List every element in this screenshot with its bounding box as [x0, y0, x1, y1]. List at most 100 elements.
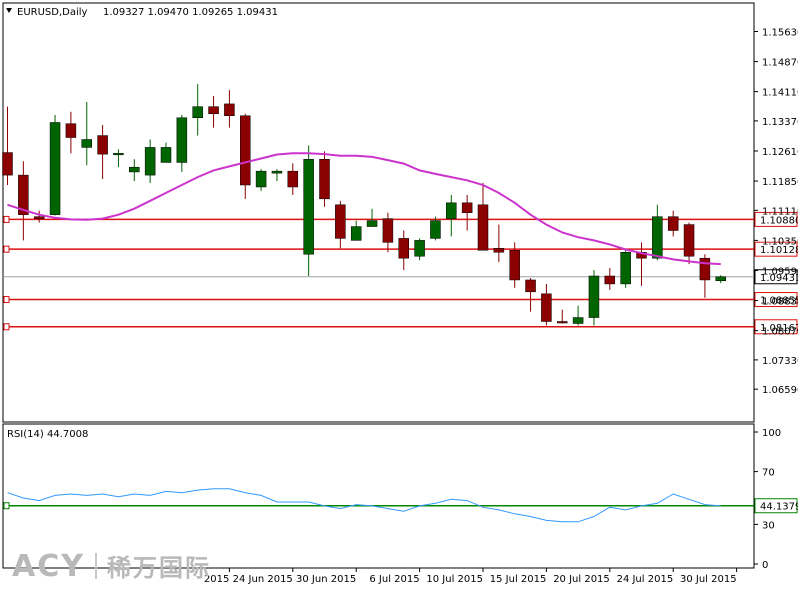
x-tick-label: 20 Jul 2015 [553, 574, 610, 585]
level-price-label: 1.10880 [760, 215, 798, 226]
bear-candle[interactable] [604, 275, 616, 285]
x-tick-label: 15 Jul 2015 [490, 574, 547, 585]
bear-candle[interactable] [398, 238, 409, 259]
current-price-box [754, 269, 798, 285]
chart-ohlc: 1.09327 1.09470 1.09265 1.09431 [103, 7, 278, 18]
rsi-title: RSI(14) 44.7008 [7, 429, 88, 440]
bear-candle[interactable] [224, 103, 235, 117]
bear-candle[interactable] [97, 135, 108, 155]
bear-candle[interactable] [477, 204, 489, 251]
bull-candle[interactable] [255, 170, 267, 188]
level-price-label: 1.08855 [760, 296, 798, 307]
bear-candle[interactable] [461, 202, 473, 213]
y-tick-label: 1.10350 [762, 236, 798, 247]
bull-candle[interactable] [49, 122, 61, 215]
bear-candle[interactable] [33, 216, 45, 219]
level-handle[interactable] [3, 215, 10, 223]
y-tick-label: 1.07330 [762, 356, 798, 367]
bull-candle[interactable] [303, 159, 314, 255]
rsi-tick-label: 70 [762, 468, 775, 479]
logo-divider [94, 553, 97, 579]
bear-candle[interactable] [683, 224, 695, 257]
bull-candle[interactable] [192, 106, 203, 118]
bear-candle[interactable] [18, 174, 29, 215]
bull-candle[interactable] [144, 147, 156, 176]
bull-candle[interactable] [430, 220, 441, 239]
bear-candle[interactable] [335, 204, 346, 239]
y-tick-label: 1.11850 [762, 177, 798, 188]
y-tick-label: 1.14110 [762, 88, 798, 99]
bull-candle[interactable] [81, 139, 92, 148]
current-price-label: 1.09431 [760, 273, 798, 284]
bull-candle[interactable] [715, 276, 726, 282]
bear-candle[interactable] [65, 123, 77, 138]
bull-candle[interactable] [446, 202, 457, 219]
y-tick-label: 1.12610 [762, 147, 798, 158]
bear-candle[interactable] [699, 257, 711, 281]
bear-candle[interactable] [240, 115, 251, 186]
level-handle[interactable] [3, 323, 10, 331]
x-tick-label: 30 Jun 2015 [296, 574, 356, 585]
bear-candle[interactable] [667, 216, 679, 231]
y-tick-label: 1.08070 [762, 327, 798, 338]
level-price-label: 1.08167 [760, 323, 798, 334]
rsi-tick-label: 0 [762, 560, 768, 571]
chevron-down-icon[interactable] [6, 8, 12, 13]
rsi-panel-frame [2, 423, 755, 569]
bull-candle[interactable] [366, 220, 378, 227]
level-price-box [754, 319, 798, 335]
price-panel-frame [2, 2, 755, 423]
x-tick-label: 6 Jul 2015 [369, 574, 419, 585]
rsi-level-handle[interactable] [3, 502, 10, 510]
bear-candle[interactable] [319, 159, 330, 200]
y-tick-label: 1.13370 [762, 117, 798, 128]
level-handle[interactable] [3, 296, 10, 304]
level-price-box [754, 211, 798, 227]
bull-candle[interactable] [414, 240, 425, 257]
bear-candle[interactable] [2, 152, 13, 176]
level-price-label: 1.10128 [760, 245, 798, 256]
x-tick-label: 24 Jul 2015 [617, 574, 674, 585]
y-tick-label: 1.08830 [762, 297, 798, 308]
rsi-tick-label: 100 [762, 428, 781, 439]
moving-average-line [7, 152, 721, 266]
level-price-box [754, 241, 798, 257]
y-tick-label: 1.11110 [762, 206, 798, 217]
logo-chinese: 稀万国际 [106, 554, 211, 582]
bull-candle[interactable] [176, 117, 188, 163]
bull-candle[interactable] [572, 317, 584, 324]
level-handle[interactable] [3, 245, 10, 253]
x-tick-label: 2015 [204, 574, 229, 585]
rsi-level-box [754, 498, 798, 514]
acy-logo: ACY 稀万国际 [12, 548, 211, 584]
y-tick-label: 1.14870 [762, 58, 798, 69]
y-tick-label: 1.15630 [762, 27, 798, 38]
bear-candle[interactable] [557, 321, 568, 324]
bear-candle[interactable] [541, 293, 552, 322]
bull-candle[interactable] [160, 147, 172, 163]
y-tick-label: 1.09590 [762, 266, 798, 277]
bull-candle[interactable] [652, 216, 663, 259]
rsi-tick-label: 30 [762, 520, 775, 531]
bear-candle[interactable] [525, 279, 536, 293]
level-price-box [754, 292, 798, 308]
bear-candle[interactable] [493, 248, 505, 253]
logo-brand: ACY [12, 549, 85, 584]
bear-candle[interactable] [382, 218, 394, 243]
bull-candle[interactable] [620, 252, 631, 285]
bull-candle[interactable] [271, 170, 283, 174]
bull-candle[interactable] [350, 226, 362, 241]
bear-candle[interactable] [509, 250, 520, 281]
x-tick-label: 30 Jul 2015 [680, 574, 737, 585]
rsi-level-label: 44.1379 [760, 502, 798, 513]
bull-candle[interactable] [129, 166, 140, 173]
bear-candle[interactable] [287, 170, 299, 188]
bull-candle[interactable] [113, 153, 124, 156]
chart-symbol: EURUSD,Daily [17, 7, 88, 18]
bear-candle[interactable] [208, 106, 219, 115]
bull-candle[interactable] [588, 275, 600, 318]
x-tick-label: 24 Jun 2015 [233, 574, 293, 585]
rsi-line [7, 488, 721, 523]
